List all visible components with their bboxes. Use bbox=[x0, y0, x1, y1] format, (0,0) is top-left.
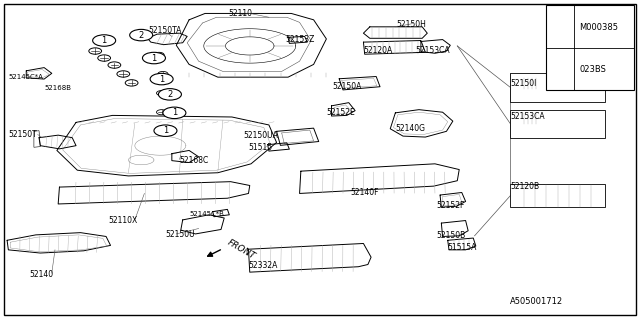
Bar bbox=[510, 184, 605, 207]
Text: 52152E: 52152E bbox=[326, 108, 355, 117]
Text: 52145C*B: 52145C*B bbox=[189, 211, 225, 217]
Text: 52153CA: 52153CA bbox=[510, 112, 545, 121]
Text: 51515: 51515 bbox=[248, 143, 273, 152]
Text: 52150TA: 52150TA bbox=[149, 27, 182, 36]
Text: 52110X: 52110X bbox=[108, 216, 137, 225]
Circle shape bbox=[117, 71, 130, 77]
Circle shape bbox=[143, 52, 166, 64]
Text: 2: 2 bbox=[167, 90, 173, 99]
Circle shape bbox=[158, 71, 168, 76]
Text: 52153Z: 52153Z bbox=[285, 35, 314, 44]
Circle shape bbox=[130, 29, 153, 41]
Text: 1: 1 bbox=[172, 108, 177, 117]
Text: 52153CA: 52153CA bbox=[416, 45, 451, 55]
Text: 52332A: 52332A bbox=[248, 261, 278, 270]
Text: 52150H: 52150H bbox=[397, 20, 426, 29]
Text: 52150B: 52150B bbox=[436, 231, 465, 240]
Circle shape bbox=[98, 55, 111, 61]
Text: 52140F: 52140F bbox=[351, 188, 379, 197]
Text: 1: 1 bbox=[102, 36, 107, 45]
Bar bbox=[510, 110, 605, 138]
Text: 52150T: 52150T bbox=[8, 130, 37, 139]
Circle shape bbox=[150, 73, 173, 85]
Circle shape bbox=[552, 24, 568, 31]
Circle shape bbox=[163, 107, 186, 119]
Text: 52168B: 52168B bbox=[44, 85, 71, 91]
Bar bbox=[546, 5, 634, 90]
Text: FRONT: FRONT bbox=[225, 238, 257, 261]
Circle shape bbox=[552, 66, 568, 74]
Text: 52150A: 52150A bbox=[333, 82, 362, 91]
Circle shape bbox=[89, 48, 102, 54]
Text: 52150UA: 52150UA bbox=[243, 131, 278, 140]
Text: 52150I: 52150I bbox=[510, 79, 537, 88]
Circle shape bbox=[93, 35, 116, 46]
Text: 52110: 52110 bbox=[228, 9, 252, 18]
Circle shape bbox=[159, 89, 181, 100]
Text: 52140G: 52140G bbox=[396, 124, 426, 133]
Circle shape bbox=[154, 125, 177, 136]
Text: 52140: 52140 bbox=[29, 269, 54, 279]
Circle shape bbox=[154, 52, 164, 57]
Text: 52120B: 52120B bbox=[510, 182, 540, 191]
Text: 2: 2 bbox=[558, 67, 563, 73]
Text: 1: 1 bbox=[151, 53, 157, 62]
Text: 023BS: 023BS bbox=[579, 65, 606, 74]
Bar bbox=[510, 73, 605, 102]
Text: 1: 1 bbox=[558, 24, 563, 30]
Text: 1: 1 bbox=[159, 75, 164, 84]
Circle shape bbox=[108, 62, 121, 68]
Text: 52145C*A: 52145C*A bbox=[8, 74, 44, 80]
Text: 2: 2 bbox=[139, 31, 144, 40]
Text: 52168C: 52168C bbox=[179, 156, 209, 165]
Circle shape bbox=[156, 129, 166, 134]
Circle shape bbox=[125, 80, 138, 86]
Text: 52120A: 52120A bbox=[364, 45, 393, 55]
Circle shape bbox=[157, 91, 167, 96]
Text: M000385: M000385 bbox=[579, 23, 618, 32]
Text: A505001712: A505001712 bbox=[510, 297, 563, 306]
Text: 52150U: 52150U bbox=[166, 230, 195, 239]
Circle shape bbox=[157, 110, 167, 115]
Text: 1: 1 bbox=[163, 126, 168, 135]
Text: 52152F: 52152F bbox=[436, 201, 465, 210]
Text: 51515A: 51515A bbox=[448, 243, 477, 252]
